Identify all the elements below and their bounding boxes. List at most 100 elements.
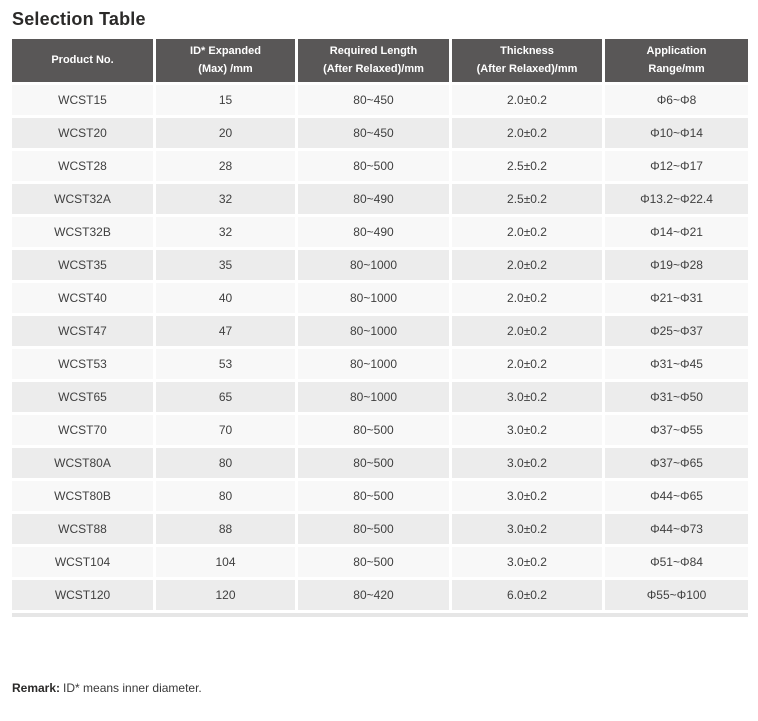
cell-product-no: WCST20 (12, 118, 156, 151)
cell-id-expanded: 53 (156, 349, 298, 382)
cell-thickness: 3.0±0.2 (452, 415, 605, 448)
cell-thickness: 2.5±0.2 (452, 151, 605, 184)
table-header: Product No. ID* Expanded (Max) /mm Requi… (12, 39, 748, 85)
page-title: Selection Table (12, 9, 146, 29)
cell-application-range: Φ55~Φ100 (605, 580, 748, 613)
cell-thickness: 3.0±0.2 (452, 382, 605, 415)
cell-application-range: Φ19~Φ28 (605, 250, 748, 283)
cell-required-length: 80~490 (298, 184, 452, 217)
cell-thickness: 2.0±0.2 (452, 316, 605, 349)
cell-application-range: Φ51~Φ84 (605, 547, 748, 580)
table-row: WCST65 65 80~1000 3.0±0.2 Φ31~Φ50 (12, 382, 748, 415)
cell-product-no: WCST28 (12, 151, 156, 184)
cell-product-no: WCST120 (12, 580, 156, 613)
cell-required-length: 80~500 (298, 547, 452, 580)
cell-thickness: 2.5±0.2 (452, 184, 605, 217)
cell-required-length: 80~490 (298, 217, 452, 250)
cell-required-length: 80~1000 (298, 283, 452, 316)
table-row: WCST35 35 80~1000 2.0±0.2 Φ19~Φ28 (12, 250, 748, 283)
page: Selection Table Product No. ID* Expanded… (12, 9, 748, 695)
cell-product-no: WCST40 (12, 283, 156, 316)
cell-product-no: WCST70 (12, 415, 156, 448)
cell-application-range: Φ14~Φ21 (605, 217, 748, 250)
cell-application-range: Φ37~Φ65 (605, 448, 748, 481)
cell-application-range: Φ31~Φ50 (605, 382, 748, 415)
table-row: WCST80A 80 80~500 3.0±0.2 Φ37~Φ65 (12, 448, 748, 481)
cell-thickness: 3.0±0.2 (452, 448, 605, 481)
cell-required-length: 80~1000 (298, 349, 452, 382)
cell-product-no: WCST80B (12, 481, 156, 514)
cell-id-expanded: 15 (156, 85, 298, 118)
cell-id-expanded: 80 (156, 448, 298, 481)
cell-id-expanded: 32 (156, 184, 298, 217)
table-bottom-edge (12, 613, 748, 617)
cell-thickness: 3.0±0.2 (452, 481, 605, 514)
cell-application-range: Φ25~Φ37 (605, 316, 748, 349)
cell-thickness: 2.0±0.2 (452, 250, 605, 283)
cell-product-no: WCST32B (12, 217, 156, 250)
header-thickness: Thickness (After Relaxed)/mm (452, 39, 605, 85)
cell-product-no: WCST53 (12, 349, 156, 382)
cell-required-length: 80~450 (298, 85, 452, 118)
table-row: WCST88 88 80~500 3.0±0.2 Φ44~Φ73 (12, 514, 748, 547)
table-row: WCST104 104 80~500 3.0±0.2 Φ51~Φ84 (12, 547, 748, 580)
cell-required-length: 80~500 (298, 514, 452, 547)
cell-product-no: WCST32A (12, 184, 156, 217)
header-row: Product No. ID* Expanded (Max) /mm Requi… (12, 39, 748, 85)
cell-product-no: WCST15 (12, 85, 156, 118)
cell-application-range: Φ10~Φ14 (605, 118, 748, 151)
cell-id-expanded: 70 (156, 415, 298, 448)
cell-product-no: WCST88 (12, 514, 156, 547)
cell-required-length: 80~1000 (298, 382, 452, 415)
cell-required-length: 80~450 (298, 118, 452, 151)
cell-required-length: 80~420 (298, 580, 452, 613)
header-id-expanded: ID* Expanded (Max) /mm (156, 39, 298, 85)
cell-required-length: 80~1000 (298, 316, 452, 349)
cell-thickness: 6.0±0.2 (452, 580, 605, 613)
cell-id-expanded: 28 (156, 151, 298, 184)
cell-application-range: Φ44~Φ65 (605, 481, 748, 514)
table-row: WCST80B 80 80~500 3.0±0.2 Φ44~Φ65 (12, 481, 748, 514)
cell-product-no: WCST47 (12, 316, 156, 349)
table-row: WCST32B 32 80~490 2.0±0.2 Φ14~Φ21 (12, 217, 748, 250)
remark: Remark: ID* means inner diameter. (12, 681, 748, 695)
selection-table: Product No. ID* Expanded (Max) /mm Requi… (12, 39, 748, 613)
header-required-length: Required Length (After Relaxed)/mm (298, 39, 452, 85)
cell-id-expanded: 80 (156, 481, 298, 514)
cell-id-expanded: 88 (156, 514, 298, 547)
cell-thickness: 2.0±0.2 (452, 283, 605, 316)
cell-product-no: WCST104 (12, 547, 156, 580)
cell-id-expanded: 40 (156, 283, 298, 316)
cell-application-range: Φ37~Φ55 (605, 415, 748, 448)
cell-application-range: Φ6~Φ8 (605, 85, 748, 118)
table-row: WCST32A 32 80~490 2.5±0.2 Φ13.2~Φ22.4 (12, 184, 748, 217)
table-row: WCST28 28 80~500 2.5±0.2 Φ12~Φ17 (12, 151, 748, 184)
cell-required-length: 80~500 (298, 481, 452, 514)
cell-thickness: 3.0±0.2 (452, 514, 605, 547)
cell-id-expanded: 35 (156, 250, 298, 283)
cell-application-range: Φ12~Φ17 (605, 151, 748, 184)
table-row: WCST53 53 80~1000 2.0±0.2 Φ31~Φ45 (12, 349, 748, 382)
table-row: WCST20 20 80~450 2.0±0.2 Φ10~Φ14 (12, 118, 748, 151)
cell-id-expanded: 47 (156, 316, 298, 349)
header-product-no: Product No. (12, 39, 156, 85)
cell-product-no: WCST35 (12, 250, 156, 283)
cell-application-range: Φ44~Φ73 (605, 514, 748, 547)
cell-required-length: 80~1000 (298, 250, 452, 283)
table-row: WCST47 47 80~1000 2.0±0.2 Φ25~Φ37 (12, 316, 748, 349)
remark-label: Remark: (12, 681, 61, 695)
table-row: WCST15 15 80~450 2.0±0.2 Φ6~Φ8 (12, 85, 748, 118)
table-row: WCST70 70 80~500 3.0±0.2 Φ37~Φ55 (12, 415, 748, 448)
cell-thickness: 2.0±0.2 (452, 349, 605, 382)
cell-thickness: 2.0±0.2 (452, 118, 605, 151)
table-row: WCST120 120 80~420 6.0±0.2 Φ55~Φ100 (12, 580, 748, 613)
table-row: WCST40 40 80~1000 2.0±0.2 Φ21~Φ31 (12, 283, 748, 316)
table-body: WCST15 15 80~450 2.0±0.2 Φ6~Φ8 WCST20 20… (12, 85, 748, 613)
cell-id-expanded: 65 (156, 382, 298, 415)
cell-id-expanded: 32 (156, 217, 298, 250)
cell-product-no: WCST80A (12, 448, 156, 481)
cell-application-range: Φ21~Φ31 (605, 283, 748, 316)
remark-text: ID* means inner diameter. (63, 681, 202, 695)
cell-thickness: 3.0±0.2 (452, 547, 605, 580)
cell-thickness: 2.0±0.2 (452, 85, 605, 118)
